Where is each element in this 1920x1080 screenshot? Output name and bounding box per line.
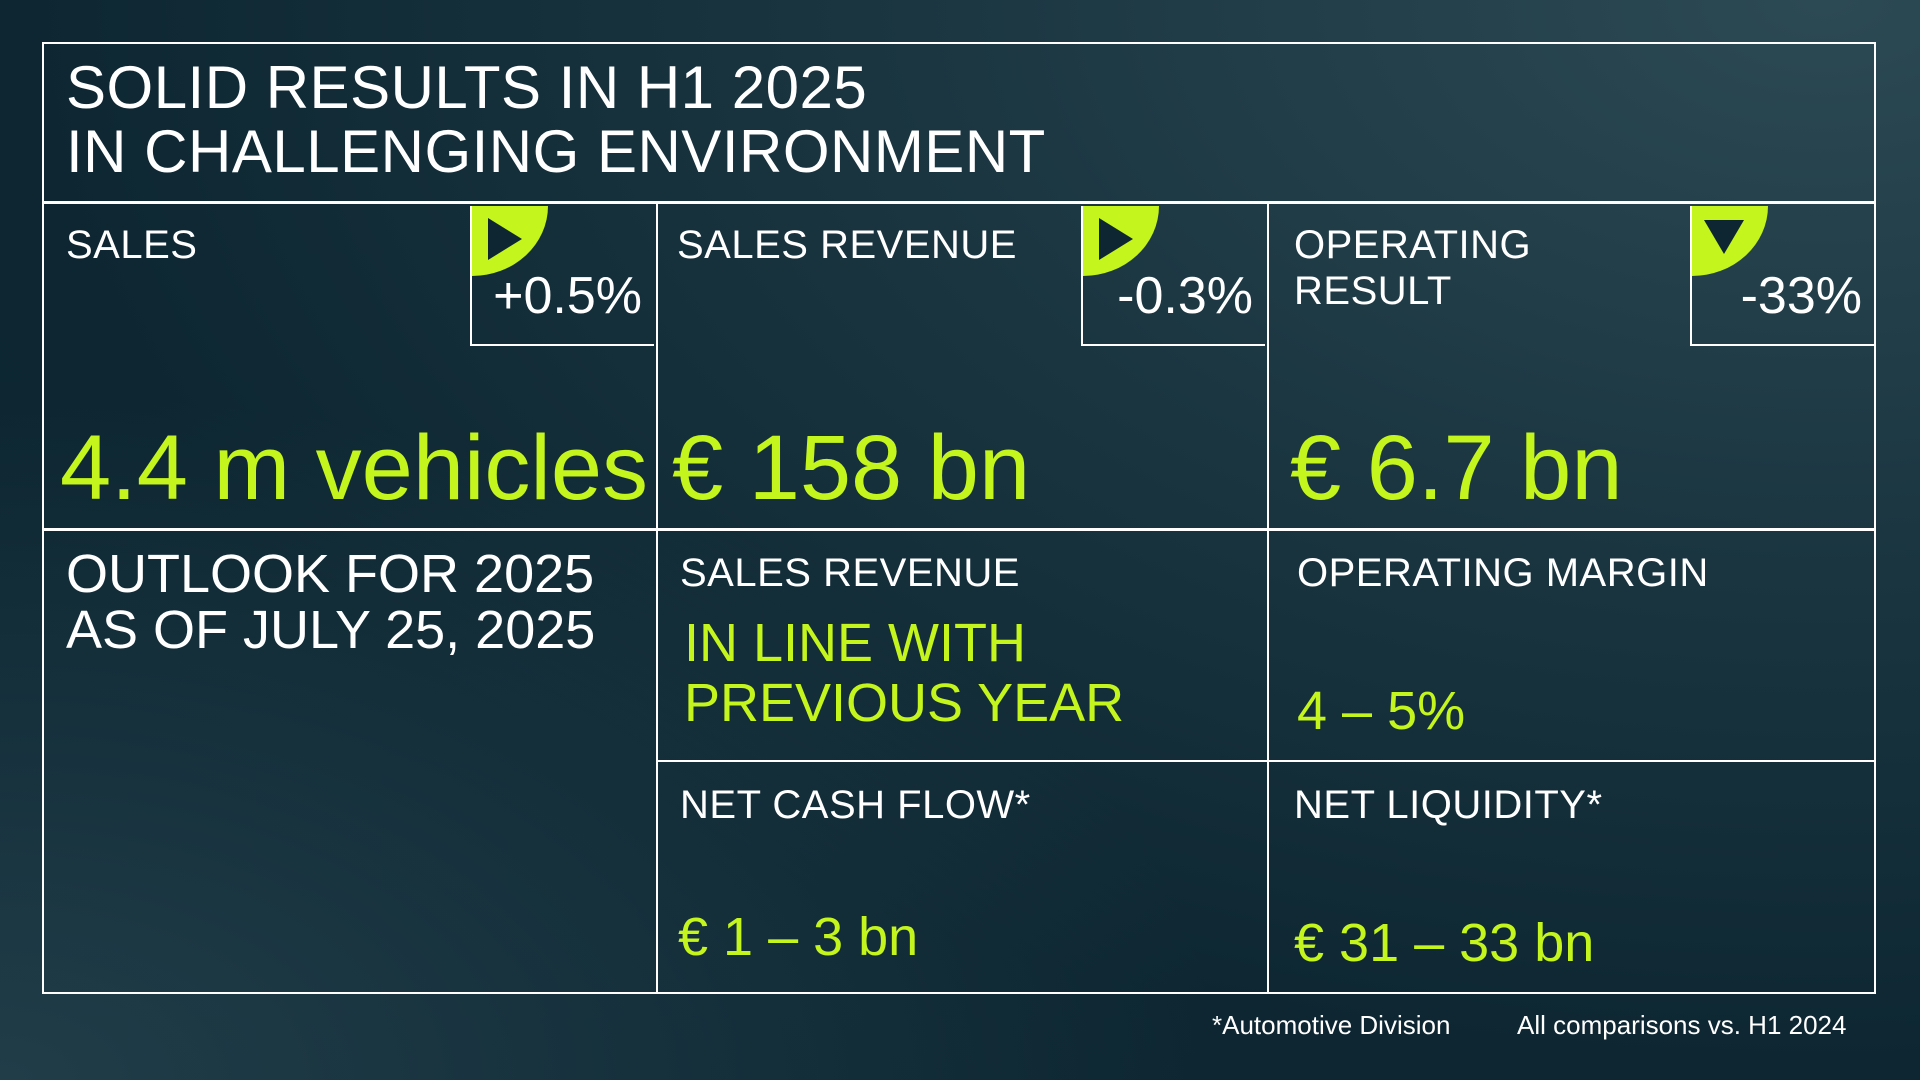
slide-header: SOLID RESULTS IN H1 2025 IN CHALLENGING … [42, 42, 1876, 204]
arrow-down-icon [1704, 220, 1744, 254]
outlook-net-cash-flow-label: NET CASH FLOW* [680, 783, 1031, 827]
footnote-automotive: *Automotive Division [1212, 1010, 1451, 1040]
outlook-title-line-2: AS OF JULY 25, 2025 [66, 600, 596, 660]
kpi-sales-revenue-label: SALES REVENUE [677, 223, 1017, 267]
outlook-net-liquidity-value: € 31 – 33 bn [1294, 913, 1595, 973]
outlook-title-line-1: OUTLOOK FOR 2025 [66, 544, 595, 604]
divider-kpi-outlook [42, 528, 1876, 531]
kpi-sales-revenue-value: € 158 bn [672, 417, 1031, 519]
title-line-1: SOLID RESULTS IN H1 2025 [66, 54, 868, 121]
kpi-sales-change: +0.5% [493, 267, 642, 325]
results-frame [42, 42, 1876, 994]
footnote-comparison: All comparisons vs. H1 2024 [1517, 1010, 1847, 1040]
kpi-sales-revenue-change-badge: -0.3% [1081, 206, 1265, 346]
title-line-2: IN CHALLENGING ENVIRONMENT [66, 118, 1046, 185]
outlook-sales-revenue-value-1: IN LINE WITH [684, 613, 1027, 673]
kpi-operating-result-label: OPERATING [1294, 223, 1532, 267]
kpi-operating-result-value: € 6.7 bn [1290, 417, 1623, 519]
kpi-operating-result-change-badge: -33% [1690, 206, 1874, 346]
outlook-net-cash-flow-value: € 1 – 3 bn [678, 907, 919, 967]
outlook-operating-margin-label: OPERATING MARGIN [1297, 551, 1709, 595]
divider-col-2 [1267, 204, 1269, 994]
kpi-sales-value: 4.4 m vehicles [60, 417, 649, 519]
divider-col-1 [656, 204, 658, 994]
kpi-sales-label: SALES [66, 223, 198, 267]
kpi-sales-change-badge: +0.5% [470, 206, 654, 346]
arrow-right-icon [1099, 218, 1133, 260]
kpi-sales-revenue-change: -0.3% [1117, 267, 1253, 325]
outlook-sales-revenue-label: SALES REVENUE [680, 551, 1020, 595]
outlook-net-liquidity-label: NET LIQUIDITY* [1294, 783, 1603, 827]
divider-outlook-rows [656, 760, 1876, 762]
outlook-sales-revenue-value-2: PREVIOUS YEAR [684, 673, 1125, 733]
arrow-right-icon [488, 218, 522, 260]
kpi-operating-result-change: -33% [1740, 267, 1862, 325]
outlook-operating-margin-value: 4 – 5% [1297, 681, 1466, 741]
kpi-operating-result-label-2: RESULT [1294, 269, 1452, 313]
